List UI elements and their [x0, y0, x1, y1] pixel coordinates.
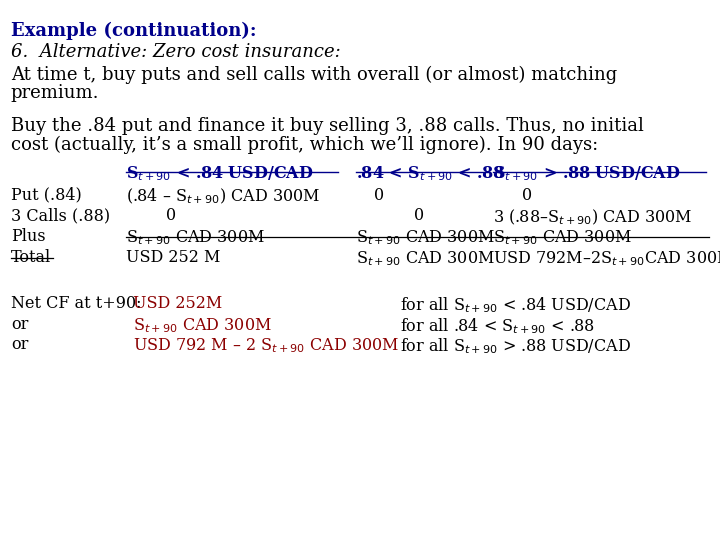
Text: S$_{t+90}$ CAD 300M: S$_{t+90}$ CAD 300M [493, 228, 632, 247]
Text: premium.: premium. [11, 84, 99, 102]
Text: S$_{t+90}$ CAD 300M: S$_{t+90}$ CAD 300M [126, 228, 265, 247]
Text: for all S$_{t+90}$ > .88 USD/CAD: for all S$_{t+90}$ > .88 USD/CAD [400, 336, 631, 356]
Text: for all S$_{t+90}$ < .84 USD/CAD: for all S$_{t+90}$ < .84 USD/CAD [400, 295, 631, 315]
Text: USD 792 M – 2 S$_{t+90}$ CAD 300M: USD 792 M – 2 S$_{t+90}$ CAD 300M [133, 336, 400, 355]
Text: At time t, buy puts and sell calls with overall (or almost) matching: At time t, buy puts and sell calls with … [11, 66, 617, 84]
Text: 6.  Alternative: Zero cost insurance:: 6. Alternative: Zero cost insurance: [11, 43, 341, 61]
Text: Net CF at t+90:: Net CF at t+90: [11, 295, 141, 312]
Text: 3 (.88–S$_{t+90}$) CAD 300M: 3 (.88–S$_{t+90}$) CAD 300M [493, 207, 693, 227]
Text: USD 792M–2S$_{t+90}$CAD 300M: USD 792M–2S$_{t+90}$CAD 300M [493, 249, 720, 268]
Text: USD 252 M: USD 252 M [126, 249, 220, 266]
Text: S$_{t+90}$ CAD 300M: S$_{t+90}$ CAD 300M [356, 249, 495, 268]
Text: Put (.84): Put (.84) [11, 187, 81, 204]
Text: USD 252M: USD 252M [133, 295, 222, 312]
Text: or: or [11, 336, 28, 353]
Text: 3 Calls (.88): 3 Calls (.88) [11, 207, 110, 224]
Text: S$_{t+90}$ CAD 300M: S$_{t+90}$ CAD 300M [356, 228, 495, 247]
Text: Buy the .84 put and finance it buy selling 3, .88 calls. Thus, no initial: Buy the .84 put and finance it buy selli… [11, 117, 644, 135]
Text: S$_{t+90}$ > .88 USD/CAD: S$_{t+90}$ > .88 USD/CAD [493, 164, 680, 183]
Text: .84 < S$_{t+90}$ < .88: .84 < S$_{t+90}$ < .88 [356, 164, 505, 183]
Text: S$_{t+90}$ CAD 300M: S$_{t+90}$ CAD 300M [133, 316, 272, 335]
Text: (.84 – S$_{t+90}$) CAD 300M: (.84 – S$_{t+90}$) CAD 300M [126, 187, 320, 206]
Text: Plus: Plus [11, 228, 45, 245]
Text: 0: 0 [374, 187, 384, 204]
Text: for all .84 < S$_{t+90}$ < .88: for all .84 < S$_{t+90}$ < .88 [400, 316, 595, 335]
Text: 0: 0 [166, 207, 176, 224]
Text: cost (actually, it’s a small profit, which we’ll ignore). In 90 days:: cost (actually, it’s a small profit, whi… [11, 136, 598, 154]
Text: S$_{t+90}$ < .84 USD/CAD: S$_{t+90}$ < .84 USD/CAD [126, 164, 313, 183]
Text: Example (continuation):: Example (continuation): [11, 22, 256, 40]
Text: or: or [11, 316, 28, 333]
Text: 0: 0 [414, 207, 424, 224]
Text: Total: Total [11, 249, 51, 266]
Text: 0: 0 [522, 187, 532, 204]
